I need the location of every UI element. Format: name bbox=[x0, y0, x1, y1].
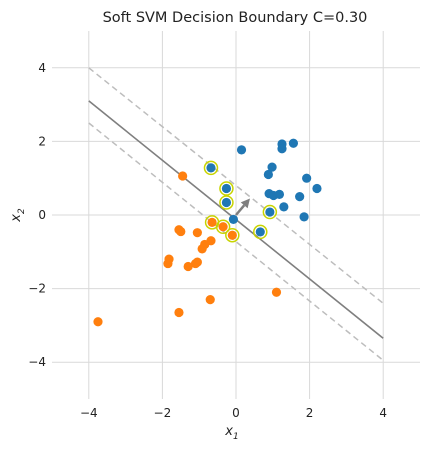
class-negative-point bbox=[178, 171, 187, 180]
x-tick-label: 4 bbox=[379, 406, 387, 420]
class-positive-point bbox=[264, 170, 273, 179]
class-positive-point bbox=[302, 174, 311, 183]
class-negative-point bbox=[174, 308, 183, 317]
x-axis-label-subscript: 1 bbox=[233, 432, 239, 442]
y-axis-label: x2 bbox=[9, 208, 27, 223]
y-tick-label: 4 bbox=[38, 61, 46, 75]
class-positive-point bbox=[206, 163, 215, 172]
weight-vector bbox=[236, 198, 250, 215]
class-negative-point bbox=[163, 259, 172, 268]
class-positive-point bbox=[312, 184, 321, 193]
class-negative-point bbox=[176, 227, 185, 236]
y-tick-label: 0 bbox=[38, 208, 46, 222]
class-positive-point bbox=[222, 184, 231, 193]
class-positive-point bbox=[229, 215, 238, 224]
class-negative-point bbox=[93, 317, 102, 326]
class-positive-point bbox=[277, 144, 286, 153]
class-negative-point bbox=[207, 218, 216, 227]
chart-title: Soft SVM Decision Boundary C=0.30 bbox=[103, 10, 368, 26]
x-axis-label: x1 bbox=[224, 424, 238, 442]
class-positive-point bbox=[299, 212, 308, 221]
class-negative-point bbox=[198, 244, 207, 253]
data-points bbox=[93, 139, 321, 327]
class-positive-point bbox=[256, 227, 265, 236]
y-tick-label: −2 bbox=[28, 282, 46, 296]
weight-arrow-shaft bbox=[236, 205, 244, 215]
y-tick-label: 2 bbox=[38, 134, 46, 148]
class-positive-point bbox=[295, 192, 304, 201]
class-positive-point bbox=[237, 145, 246, 154]
class-negative-point bbox=[184, 262, 193, 271]
class-positive-point bbox=[275, 190, 284, 199]
y-axis-label-subscript: 2 bbox=[17, 208, 27, 214]
class-negative-point bbox=[272, 288, 281, 297]
x-tick-label: 2 bbox=[306, 406, 314, 420]
class-positive-point bbox=[289, 139, 298, 148]
class-negative-point bbox=[206, 295, 215, 304]
class-negative-point bbox=[228, 231, 237, 240]
x-tick-label: −4 bbox=[80, 406, 98, 420]
y-tick-label: −4 bbox=[28, 355, 46, 369]
class-negative-point bbox=[219, 222, 228, 231]
y-axis-label-main: x bbox=[9, 214, 24, 223]
class-positive-point bbox=[265, 207, 274, 216]
x-tick-label: 0 bbox=[232, 406, 240, 420]
x-tick-label: −2 bbox=[154, 406, 172, 420]
class-positive-point bbox=[279, 202, 288, 211]
class-positive-point bbox=[222, 198, 231, 207]
x-axis-label-main: x bbox=[224, 424, 233, 439]
class-negative-point bbox=[193, 228, 202, 237]
